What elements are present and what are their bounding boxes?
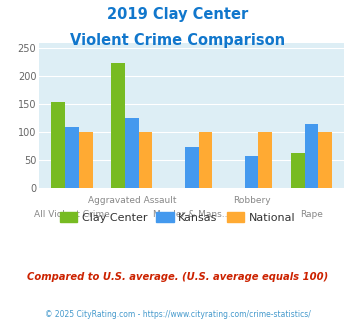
Text: All Violent Crime: All Violent Crime (34, 210, 110, 218)
Bar (51, 102, 65, 188)
Bar (318, 132, 332, 188)
Bar (79, 132, 93, 188)
Bar (305, 124, 318, 188)
Text: Violent Crime Comparison: Violent Crime Comparison (70, 33, 285, 48)
Bar (258, 132, 272, 188)
Bar (111, 63, 125, 188)
Text: Compared to U.S. average. (U.S. average equals 100): Compared to U.S. average. (U.S. average … (27, 272, 328, 282)
Text: Robbery: Robbery (233, 196, 271, 205)
Bar (291, 153, 305, 188)
Bar (65, 127, 79, 188)
Bar (139, 132, 153, 188)
Legend: Clay Center, Kansas, National: Clay Center, Kansas, National (55, 208, 300, 227)
Text: 2019 Clay Center: 2019 Clay Center (107, 7, 248, 21)
Text: Rape: Rape (300, 210, 323, 218)
Text: Aggravated Assault: Aggravated Assault (88, 196, 176, 205)
Bar (245, 156, 258, 188)
Text: Murder & Mans...: Murder & Mans... (153, 210, 230, 218)
Bar (185, 147, 198, 188)
Bar (125, 118, 139, 188)
Text: © 2025 CityRating.com - https://www.cityrating.com/crime-statistics/: © 2025 CityRating.com - https://www.city… (45, 310, 310, 319)
Bar (198, 132, 212, 188)
